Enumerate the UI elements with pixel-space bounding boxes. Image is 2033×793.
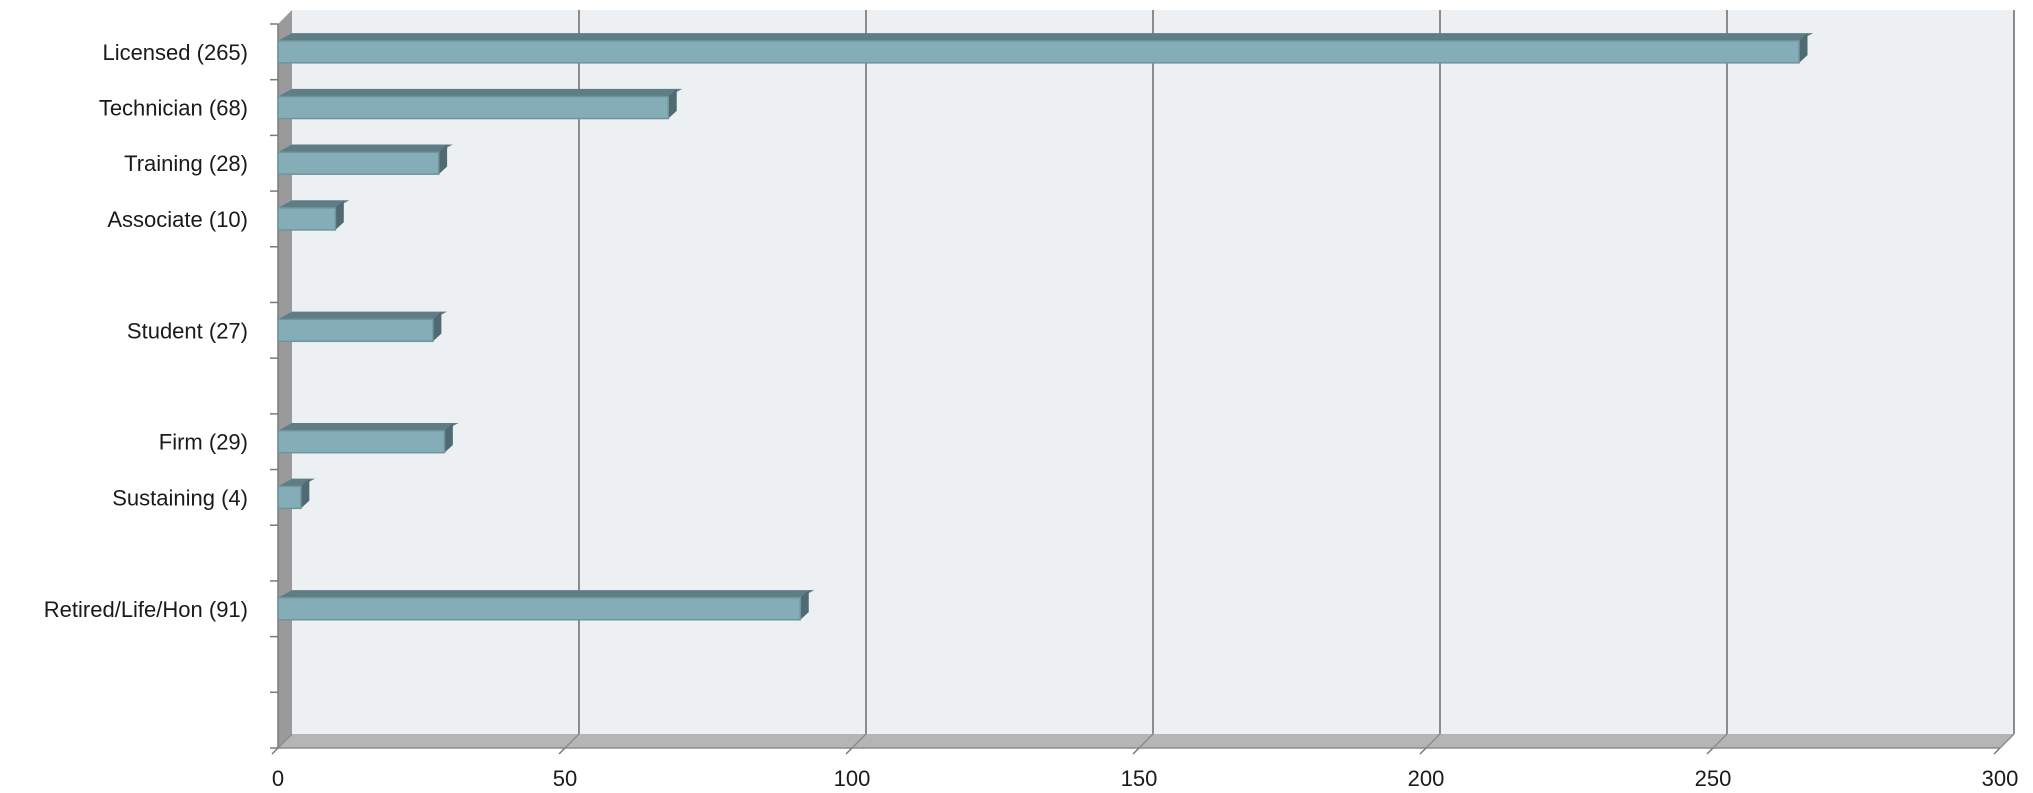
bar-top <box>278 33 1814 41</box>
x-tick <box>1706 747 1714 755</box>
x-tick-label: 100 <box>834 766 871 791</box>
floor-grid-line <box>1425 733 1441 749</box>
category-label: Technician (68) <box>99 96 248 121</box>
bar-top <box>278 478 315 487</box>
category-label: Associate (10) <box>107 207 248 232</box>
x-tick-label: 200 <box>1408 766 1445 791</box>
x-tick <box>845 747 853 755</box>
category-label: Training (28) <box>124 151 248 176</box>
bar-top <box>278 88 683 97</box>
floor-grid-line <box>1138 733 1154 749</box>
bar-top <box>278 200 350 208</box>
x-axis-ticks <box>271 747 2001 755</box>
category-label: Student (27) <box>127 318 248 343</box>
floor-grid-line <box>564 733 580 749</box>
x-tick-label: 150 <box>1121 766 1158 791</box>
x-tick <box>558 747 566 755</box>
category-label: Retired/Life/Hon (91) <box>44 597 248 622</box>
bar-top <box>278 590 815 598</box>
bar-front <box>277 429 446 454</box>
bar-top <box>278 144 453 153</box>
bar-front <box>277 485 302 510</box>
bar <box>277 200 350 231</box>
bar <box>277 422 459 454</box>
x-tick <box>1419 747 1427 755</box>
bar-side <box>800 590 809 620</box>
floor-grid-line <box>277 733 293 749</box>
floor-grid-line <box>1712 733 1728 749</box>
bar-front <box>277 207 337 231</box>
y-axis-ticks <box>270 23 278 749</box>
bar <box>277 88 683 120</box>
bar-top <box>278 311 447 320</box>
bar <box>277 311 447 343</box>
bar-side <box>300 478 310 509</box>
x-tick-label: 300 <box>1982 766 2019 791</box>
bar-front <box>277 318 434 343</box>
bar-side <box>444 422 453 453</box>
bar-side <box>438 144 448 175</box>
bar <box>277 590 815 621</box>
bar-side <box>432 311 442 342</box>
bar-side <box>668 88 677 119</box>
bar-front <box>277 151 440 175</box>
category-label: Firm (29) <box>159 430 248 455</box>
x-tick <box>1132 747 1140 755</box>
x-tick <box>271 747 279 755</box>
bar <box>277 478 315 510</box>
x-tick-label: 0 <box>272 766 284 791</box>
y-axis-labels: Licensed (265) Technician (68) Training (2… <box>44 40 248 622</box>
bar-side <box>1799 33 1808 63</box>
category-label: Sustaining (4) <box>112 485 248 510</box>
floor-grid-line <box>1999 733 2015 749</box>
floor-grid-line <box>851 733 867 749</box>
x-tick-label: 50 <box>553 766 577 791</box>
bar-side <box>335 200 344 230</box>
bar-front <box>277 597 802 621</box>
bars <box>277 33 1814 621</box>
bar-front <box>277 40 1800 64</box>
category-label: Licensed (265) <box>102 40 248 65</box>
bar <box>277 144 453 175</box>
x-axis-labels: 0 50 100 150 200 250 300 <box>272 766 2018 791</box>
bar <box>277 33 1814 64</box>
plot-side-wall <box>278 10 292 748</box>
x-tick <box>1993 747 2001 755</box>
bar-front <box>277 95 670 120</box>
bar-top <box>278 422 459 431</box>
x-tick-label: 250 <box>1695 766 1732 791</box>
